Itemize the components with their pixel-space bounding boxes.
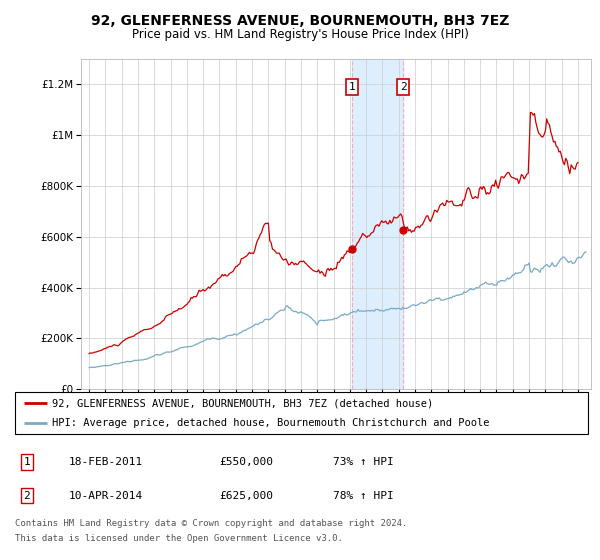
- Text: 10-APR-2014: 10-APR-2014: [69, 491, 143, 501]
- Text: This data is licensed under the Open Government Licence v3.0.: This data is licensed under the Open Gov…: [15, 534, 343, 543]
- Text: 92, GLENFERNESS AVENUE, BOURNEMOUTH, BH3 7EZ (detached house): 92, GLENFERNESS AVENUE, BOURNEMOUTH, BH3…: [52, 398, 433, 408]
- Text: 2: 2: [400, 82, 407, 92]
- Text: 1: 1: [23, 457, 31, 467]
- Text: 92, GLENFERNESS AVENUE, BOURNEMOUTH, BH3 7EZ: 92, GLENFERNESS AVENUE, BOURNEMOUTH, BH3…: [91, 14, 509, 28]
- Text: £625,000: £625,000: [219, 491, 273, 501]
- Text: Price paid vs. HM Land Registry's House Price Index (HPI): Price paid vs. HM Land Registry's House …: [131, 28, 469, 41]
- Text: Contains HM Land Registry data © Crown copyright and database right 2024.: Contains HM Land Registry data © Crown c…: [15, 519, 407, 528]
- Text: 1: 1: [349, 82, 355, 92]
- Text: 18-FEB-2011: 18-FEB-2011: [69, 457, 143, 467]
- Text: 2: 2: [23, 491, 31, 501]
- Bar: [352, 59, 403, 389]
- Text: 78% ↑ HPI: 78% ↑ HPI: [333, 491, 394, 501]
- Text: HPI: Average price, detached house, Bournemouth Christchurch and Poole: HPI: Average price, detached house, Bour…: [52, 418, 490, 428]
- Text: £550,000: £550,000: [219, 457, 273, 467]
- Text: 73% ↑ HPI: 73% ↑ HPI: [333, 457, 394, 467]
